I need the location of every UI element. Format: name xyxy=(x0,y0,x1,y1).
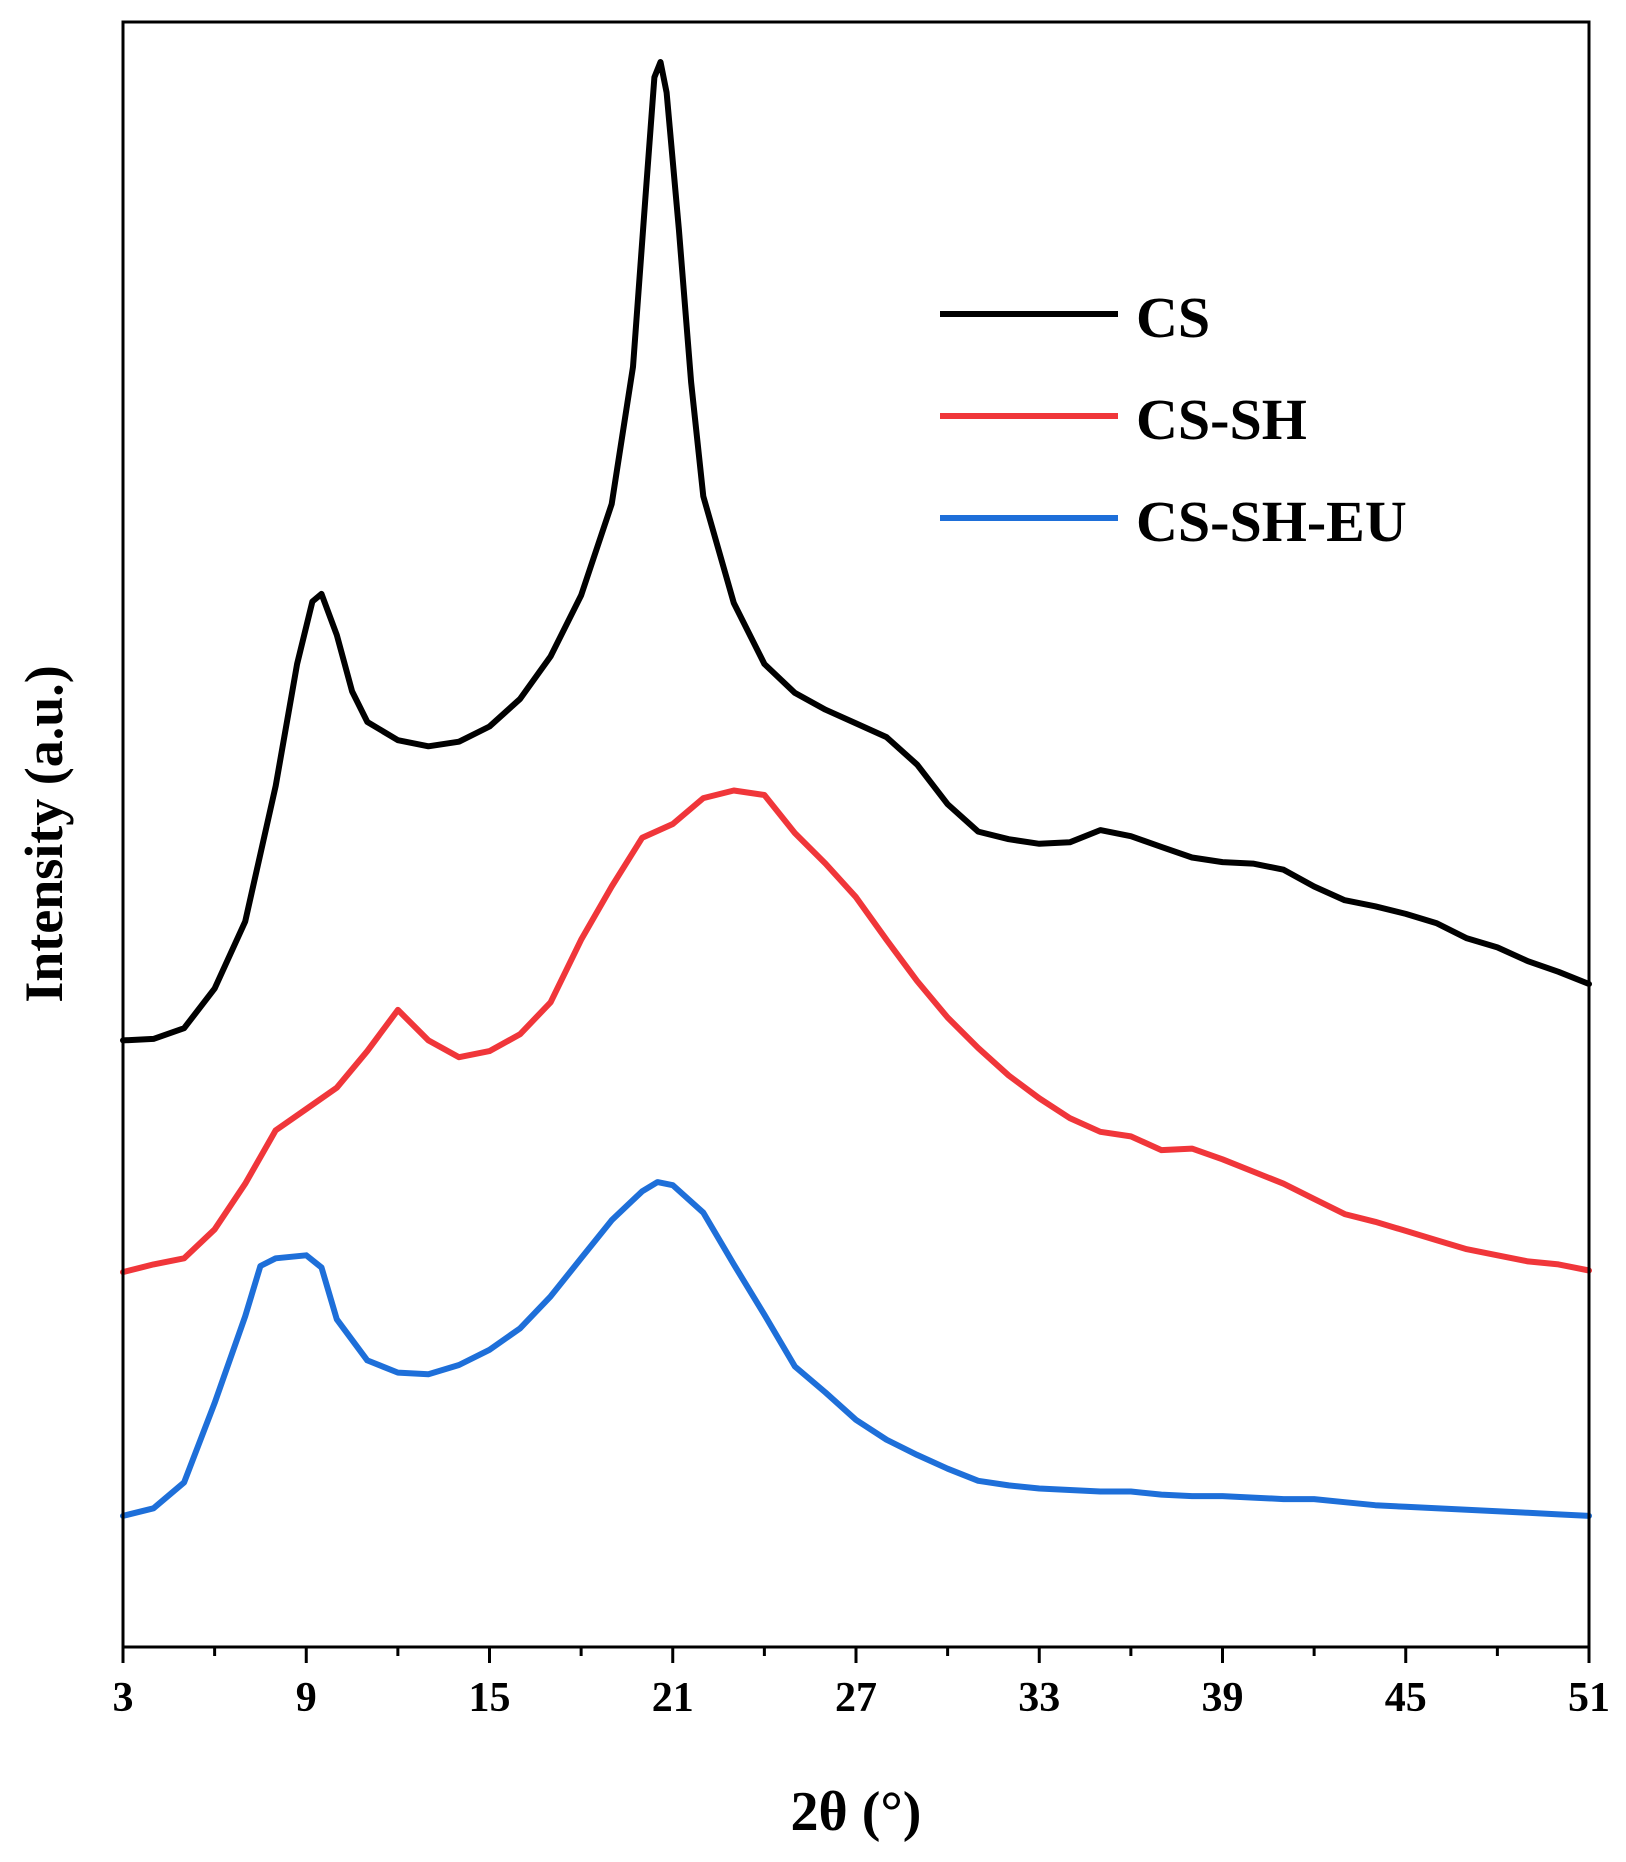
x-tick-label: 9 xyxy=(296,1675,317,1721)
series-line-cs-sh xyxy=(120,787,1592,1276)
x-tick-label: 3 xyxy=(113,1675,134,1721)
x-tick-label: 27 xyxy=(835,1675,877,1721)
x-tick-label: 33 xyxy=(1018,1675,1060,1721)
legend-label-cs-sh-eu: CS-SH-EU xyxy=(1136,489,1407,554)
series-layer xyxy=(120,59,1592,1519)
series-line-cs-sh-eu xyxy=(120,1179,1592,1519)
x-tick-label: 15 xyxy=(469,1675,511,1721)
x-axis: 3 9 15 21 27 33 39 45 51 xyxy=(113,1647,1610,1721)
legend-label-cs-sh: CS-SH xyxy=(1136,387,1307,452)
y-axis-label: Intensity (a.u.) xyxy=(14,665,74,1003)
x-tick-label: 45 xyxy=(1385,1675,1427,1721)
x-tick-label: 39 xyxy=(1202,1675,1244,1721)
x-tick-label: 21 xyxy=(652,1675,694,1721)
x-axis-label: 2θ (°) xyxy=(791,1781,922,1843)
x-tick-label: 51 xyxy=(1568,1675,1610,1721)
legend: CS CS-SH CS-SH-EU xyxy=(940,285,1407,554)
series-line-cs xyxy=(120,59,1592,1044)
legend-label-cs: CS xyxy=(1136,285,1210,350)
